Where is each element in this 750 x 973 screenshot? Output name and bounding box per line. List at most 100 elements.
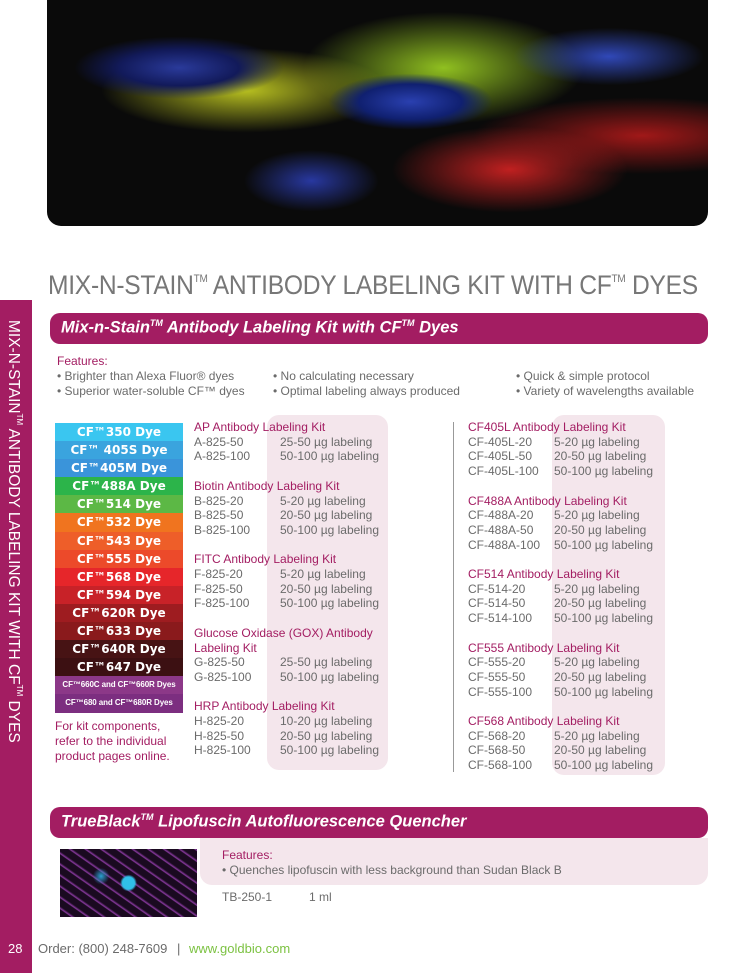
kit-code: A-825-100: [194, 449, 251, 464]
kit-amount: 50-100 µg labeling: [554, 611, 653, 626]
kit-item-row: CF-488A-50 20-50 µg labeling: [468, 523, 668, 538]
dye-swatch: CF™350 Dye: [55, 423, 183, 442]
dye-swatch: CF™594 Dye: [55, 585, 183, 604]
kit-item-row: CF-488A-100 50-100 µg labeling: [468, 538, 668, 553]
feature-item: • No calculating necessary: [273, 369, 414, 383]
dye-swatch: CF™514 Dye: [55, 495, 183, 514]
kit-name: HRP Antibody Labeling Kit: [194, 699, 335, 714]
section-banner-mix-n-stain: Mix-n-StainTM Antibody Labeling Kit with…: [50, 313, 708, 344]
pink-panel-left: [267, 415, 388, 770]
kit-code: F-825-50: [194, 581, 243, 596]
kit-item-row: F-825-20 5-20 µg labeling: [194, 567, 384, 582]
kit-name: AP Antibody Labeling Kit: [194, 420, 326, 434]
trueblack-image: [60, 849, 197, 917]
kit-amount: 5-20 µg labeling: [554, 728, 640, 743]
footer-separator: |: [177, 941, 181, 956]
kit-item-row: G-825-100 50-100 µg labeling: [194, 670, 384, 685]
kit-group: HRP Antibody Labeling Kit H-825-20 10-20 µ…: [194, 699, 384, 758]
kit-code: B-825-100: [194, 522, 251, 537]
feature-item: • Quick & simple protocol: [516, 369, 650, 383]
kit-code: CF-405L-100: [468, 464, 539, 479]
kit-code: CF-514-50: [468, 596, 526, 611]
kit-name: CF514 Antibody Labeling Kit: [468, 567, 620, 581]
kit-amount: 50-100 µg labeling: [280, 743, 379, 758]
kit-code: B-825-20: [194, 493, 244, 508]
kit-item-row: CF-405L-100 50-100 µg labeling: [468, 464, 668, 479]
column-divider: [453, 422, 454, 772]
kit-code: CF-488A-50: [468, 522, 534, 537]
kit-amount: 50-100 µg labeling: [280, 522, 379, 537]
kit-item-row: H-825-20 10-20 µg labeling: [194, 714, 384, 729]
kit-code: CF-568-50: [468, 743, 526, 758]
feature-list-3: • Quick & simple protocol • Variety of wa…: [516, 369, 694, 399]
kit-item-row: CF-555-100 50-100 µg labeling: [468, 685, 668, 700]
kit-amount: 50-100 µg labeling: [280, 449, 379, 464]
dye-swatch: CF™488A Dye: [55, 477, 183, 496]
kit-item-row: A-825-100 50-100 µg labeling: [194, 449, 384, 464]
kit-code: CF-555-50: [468, 669, 526, 684]
dye-swatch: CF™ 405S Dye: [55, 441, 183, 460]
kit-code: CF-405L-50: [468, 449, 533, 464]
kit-amount: 5-20 µg labeling: [280, 493, 366, 508]
dye-swatch: CF™568 Dye: [55, 567, 183, 586]
pink-panel-right: [552, 415, 665, 775]
kit-amount: 5-20 µg labeling: [554, 581, 640, 596]
kit-group: CF405L Antibody Labeling Kit CF-405L-20 5-…: [468, 420, 668, 479]
kit-group: Biotin Antibody Labeling Kit B-825-20 5-20…: [194, 479, 384, 538]
kit-amount: 20-50 µg labeling: [280, 728, 373, 743]
kit-amount: 50-100 µg labeling: [554, 684, 653, 699]
kit-name: CF555 Antibody Labeling Kit: [468, 640, 620, 655]
sidebar-strip: [0, 300, 32, 973]
kit-amount: 20-50 µg labeling: [280, 581, 373, 596]
kit-item-row: F-825-100 50-100 µg labeling: [194, 596, 384, 611]
feature-item: • Optimal labeling always produced: [273, 384, 460, 398]
kit-code: CF-568-100: [468, 758, 533, 773]
dye-note: For kit components, refer to the individu…: [55, 719, 170, 763]
kit-item-row: G-825-50 25-50 µg labeling: [194, 655, 384, 670]
dye-swatch: CF™660C and CF™660R Dyes: [55, 676, 183, 695]
kit-amount: 50-100 µg labeling: [280, 669, 379, 684]
section-banner-trueblack: TrueBlackTM Lipofuscin Autofluorescence …: [50, 807, 708, 838]
dye-swatch: CF™680 and CF™680R Dyes: [55, 694, 183, 713]
kit-code: CF-488A-20: [468, 508, 534, 523]
feature-list-2: • No calculating necessary • Optimal labe…: [273, 369, 460, 399]
kit-code: CF-568-20: [468, 728, 526, 743]
kit-name: Glucose Oxidase (GOX) Antibody Labeling …: [194, 625, 373, 655]
kit-group: AP Antibody Labeling Kit A-825-50 25-50 µg…: [194, 420, 384, 464]
kit-amount: 50-100 µg labeling: [280, 596, 379, 611]
kit-amount: 50-100 µg labeling: [554, 537, 653, 552]
kit-group: CF514 Antibody Labeling Kit CF-514-20 5-20…: [468, 567, 668, 626]
kit-code: CF-405L-20: [468, 434, 533, 449]
kit-code: CF-514-20: [468, 581, 526, 596]
kit-item-row: A-825-50 25-50 µg labeling: [194, 435, 384, 450]
kit-item-row: CF-568-20 5-20 µg labeling: [468, 729, 668, 744]
feature-item: • Superior water-soluble CF™ dyes: [57, 384, 245, 398]
dye-swatch: CF™647 Dye: [55, 658, 183, 677]
page-title: MIX-N-STAINTM ANTIBODY LABELING KIT WITH…: [48, 270, 698, 300]
kit-code: H-825-50: [194, 728, 245, 743]
kit-item-row: CF-568-100 50-100 µg labeling: [468, 758, 668, 773]
kit-item-row: CF-555-20 5-20 µg labeling: [468, 655, 668, 670]
kit-amount: 20-50 µg labeling: [554, 522, 647, 537]
features-label: Features:: [57, 354, 108, 368]
kit-code: B-825-50: [194, 508, 244, 523]
kit-item-row: CF-488A-20 5-20 µg labeling: [468, 508, 668, 523]
website-link[interactable]: www.goldbio.com: [189, 941, 291, 956]
kit-item-row: CF-555-50 20-50 µg labeling: [468, 670, 668, 685]
kit-group: CF555 Antibody Labeling Kit CF-555-20 5-20…: [468, 641, 668, 700]
kit-name: CF405L Antibody Labeling Kit: [468, 420, 626, 434]
trueblack-size: 1 ml: [309, 890, 332, 904]
kit-group: Glucose Oxidase (GOX) Antibody Labeling …: [194, 626, 384, 685]
dye-swatch: CF™532 Dye: [55, 513, 183, 532]
dye-swatch: CF™620R Dye: [55, 603, 183, 623]
feature-list-1: • Brighter than Alexa Fluor® dyes • Super…: [57, 369, 245, 399]
kit-amount: 10-20 µg labeling: [280, 714, 373, 728]
kit-amount: 5-20 µg labeling: [554, 508, 640, 523]
kit-item-row: CF-514-100 50-100 µg labeling: [468, 611, 668, 626]
kit-code: CF-555-100: [468, 684, 533, 699]
kit-item-row: CF-514-20 5-20 µg labeling: [468, 582, 668, 597]
kit-amount: 20-50 µg labeling: [554, 449, 647, 464]
trueblack-features-panel: [200, 838, 708, 885]
kit-amount: 25-50 µg labeling: [280, 434, 373, 449]
kit-amount: 5-20 µg labeling: [554, 434, 640, 449]
